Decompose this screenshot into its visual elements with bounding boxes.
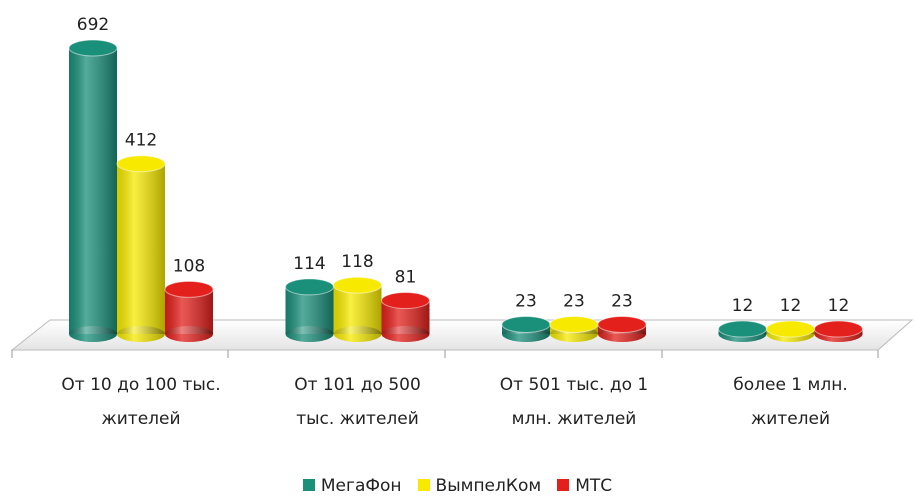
- bar-top: [381, 292, 430, 310]
- bar: [164, 280, 214, 342]
- value-label: 108: [173, 256, 205, 276]
- value-label: 23: [515, 291, 537, 311]
- bar-top: [164, 280, 214, 298]
- bar: [381, 292, 430, 342]
- bar-top: [116, 155, 166, 173]
- category-ticks: [11, 350, 879, 358]
- legend-item: ВымпелКом: [417, 476, 542, 496]
- bar-top: [549, 315, 599, 333]
- bar: [597, 315, 647, 342]
- bar: [766, 320, 815, 342]
- floor: [10, 319, 914, 351]
- bar-top: [766, 320, 815, 338]
- legend-swatch: [557, 479, 570, 491]
- bar: [814, 320, 863, 342]
- bar-top: [814, 320, 863, 338]
- value-label: 12: [732, 296, 754, 316]
- legend-label: МТС: [575, 476, 613, 496]
- bar: [718, 320, 767, 342]
- legend-label: МегаФон: [320, 476, 402, 496]
- bar-top: [501, 315, 551, 333]
- x-tick-label: более 1 млн. жителей: [733, 375, 848, 429]
- value-label: 412: [125, 131, 157, 151]
- legend: МегаФон ВымпелКом МТС: [0, 476, 915, 496]
- value-label: 23: [611, 291, 633, 311]
- bar-top: [597, 315, 647, 333]
- bar: [501, 315, 551, 342]
- x-tick-label: От 501 тыс. до 1 млн. жителей: [499, 375, 649, 429]
- value-label: 81: [395, 268, 417, 288]
- bar-top: [718, 320, 767, 338]
- bar: [549, 315, 599, 342]
- x-tick-label: От 10 до 100 тыс. жителей: [61, 375, 221, 429]
- legend-item: МегаФон: [302, 476, 402, 496]
- bar-top: [333, 276, 382, 294]
- legend-swatch: [417, 479, 430, 491]
- value-label: 12: [828, 296, 850, 316]
- bar-top: [68, 39, 118, 57]
- value-label: 692: [77, 15, 109, 35]
- legend-label: ВымпелКом: [435, 476, 542, 496]
- bar-top: [285, 278, 334, 296]
- value-label: 12: [780, 296, 802, 316]
- value-label: 114: [293, 254, 325, 274]
- bar-body-shade: [117, 163, 165, 334]
- bar: [68, 39, 118, 342]
- bar: [333, 276, 382, 342]
- value-label: 23: [563, 291, 585, 311]
- bar: [116, 155, 166, 342]
- value-label: 118: [341, 252, 373, 272]
- legend-swatch: [302, 479, 315, 491]
- x-tick-label: От 101 до 500 тыс. жителей: [294, 375, 421, 429]
- legend-item: МТС: [557, 476, 612, 496]
- bar-body-shade: [69, 48, 117, 334]
- bar: [285, 278, 334, 342]
